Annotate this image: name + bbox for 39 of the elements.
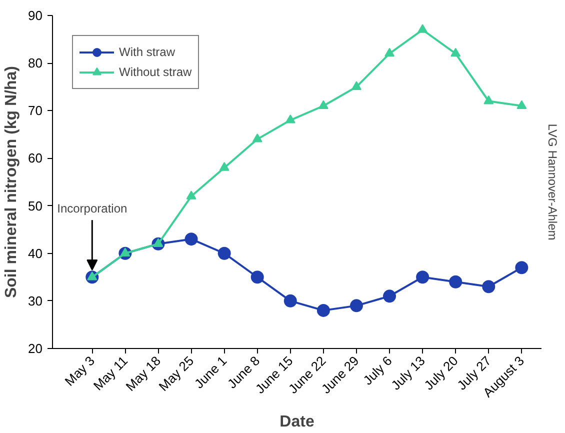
legend-label: With straw <box>119 45 176 59</box>
point <box>316 304 330 317</box>
point <box>351 81 362 90</box>
point <box>383 290 396 303</box>
point <box>482 280 496 294</box>
y-tick-label: 40 <box>28 246 43 261</box>
y-tick-label: 70 <box>28 103 43 118</box>
point <box>318 100 328 109</box>
point <box>516 100 527 109</box>
point <box>87 271 98 280</box>
point <box>153 238 164 247</box>
y-tick-label: 30 <box>28 293 43 308</box>
point <box>218 246 231 260</box>
y-tick-label: 50 <box>28 198 43 214</box>
point <box>184 232 198 246</box>
point <box>284 294 297 308</box>
text: LVG Hannover-Ahlem <box>546 124 560 240</box>
point <box>449 275 462 288</box>
point <box>515 261 528 274</box>
point <box>252 133 262 142</box>
legend-label: Without straw <box>119 65 192 79</box>
y-tick-label: 90 <box>28 8 43 23</box>
point <box>186 190 196 200</box>
point <box>350 299 363 312</box>
point <box>285 114 296 124</box>
point <box>484 95 494 104</box>
point <box>219 162 230 171</box>
annotation: Incorporation <box>57 201 128 216</box>
point <box>250 270 264 284</box>
point <box>120 248 130 256</box>
y-tick-label: 20 <box>28 341 43 356</box>
y-tick-label: 60 <box>28 150 43 166</box>
point <box>450 48 461 57</box>
y-axis-title: Soil mineral nitrogen (kg N/ha) <box>3 66 20 298</box>
point <box>416 270 430 284</box>
point <box>384 48 395 57</box>
point <box>418 24 428 33</box>
x-axis-title: Date <box>280 413 314 430</box>
y-tick-label: 80 <box>28 56 43 71</box>
